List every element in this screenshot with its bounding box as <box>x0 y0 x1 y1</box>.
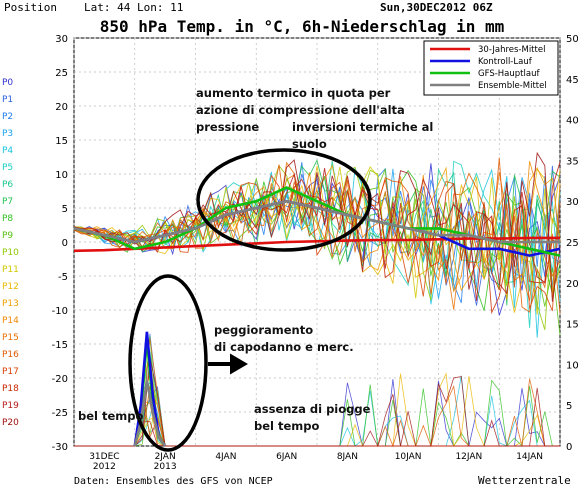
lat-lon: Lat: 44 Lon: 11 <box>84 1 183 14</box>
y-tick-label-right: 45 <box>566 75 579 86</box>
legend-label: 30-Jahres-Mittel <box>478 45 545 55</box>
y-tick-label-left: 20 <box>55 102 68 113</box>
x-tick-label: 31DEC 2012 <box>89 452 119 472</box>
position-label: Position <box>4 1 57 14</box>
data-source: Daten: Ensembles des GFS von NCEP <box>74 476 273 487</box>
member-label: P4 <box>2 146 13 156</box>
y-tick-label-left: 25 <box>55 68 68 79</box>
member-label: P12 <box>2 282 19 292</box>
y-tick-label-left: -5 <box>58 272 68 283</box>
x-tick-label: 14JAN <box>516 452 543 462</box>
y-tick-label-left: 0 <box>62 238 68 249</box>
y-tick-label-left: 30 <box>55 34 68 45</box>
member-label: P13 <box>2 299 19 309</box>
x-tick-label: 4JAN <box>215 452 236 462</box>
legend: 30-Jahres-Mittel Kontroll-Lauf GFS-Hauptla… <box>430 45 547 91</box>
x-axis: 31DEC 2012 2JAN 2013 4JAN 6JAN 8JAN 10JAN 12JAN 1… <box>89 452 543 472</box>
y-tick-label-left: 5 <box>62 204 68 215</box>
member-label: P0 <box>2 78 13 88</box>
y-tick-label-right: 50 <box>566 34 579 45</box>
arrow <box>208 353 248 375</box>
annotation-fair-left: bel tempo <box>78 409 143 423</box>
main-series <box>73 186 561 257</box>
member-label: P11 <box>2 265 19 275</box>
member-label: P20 <box>2 418 19 428</box>
y-tick-label-right: 35 <box>566 156 579 167</box>
y-tick-label-left: 10 <box>55 170 68 181</box>
member-label: P10 <box>2 248 19 258</box>
y-tick-label-left: -20 <box>52 374 68 385</box>
brand: Wetterzentrale <box>478 474 571 487</box>
x-tick-label: 6JAN <box>276 452 297 462</box>
x-tick-label: 10JAN <box>395 452 422 462</box>
member-labels: P0 P1 P2 P3 P4 P5 P6 P7 P8 P9 P10 P11 P12 P13 P14 P15 P1… <box>2 78 19 428</box>
member-temp-line <box>73 151 561 302</box>
ensemble-members <box>73 151 561 448</box>
y-tick-label-left: -10 <box>52 306 68 317</box>
y-tick-label-left: 15 <box>55 136 68 147</box>
member-label: P7 <box>2 197 13 207</box>
legend-label: Ensemble-Mittel <box>478 81 547 91</box>
member-temp-line <box>73 164 561 300</box>
legend-label: GFS-Hauptlauf <box>478 69 540 79</box>
annotation-inversions: inversioni termiche al suolo <box>292 120 437 151</box>
member-label: P5 <box>2 163 13 173</box>
y-tick-label-left: -30 <box>52 442 68 453</box>
member-label: P3 <box>2 129 13 139</box>
y-tick-label-right: 10 <box>566 360 579 371</box>
member-temp-line <box>73 160 561 292</box>
member-temp-line <box>73 169 561 311</box>
member-label: P17 <box>2 367 19 377</box>
y-tick-label-left: -15 <box>52 340 68 351</box>
annotation-worsening: peggioramento di capodanno e merc. <box>214 323 354 354</box>
member-label: P9 <box>2 231 13 241</box>
member-label: P2 <box>2 112 13 122</box>
y-tick-label-right: 15 <box>566 320 579 331</box>
member-label: P18 <box>2 384 19 394</box>
member-label: P16 <box>2 350 19 360</box>
x-tick-label: 2JAN 2013 <box>154 452 177 472</box>
annotation-warm: aumento termico in quota per azione di c… <box>196 86 409 134</box>
member-label: P15 <box>2 333 19 343</box>
y-tick-label-right: 40 <box>566 116 579 127</box>
y-tick-label-right: 0 <box>566 442 572 453</box>
y-tick-label-right: 25 <box>566 238 579 249</box>
y-tick-label-right: 20 <box>566 279 579 290</box>
member-label: P14 <box>2 316 19 326</box>
chart-title: 850 hPa Temp. in °C, 6h-Niederschlag in … <box>100 17 505 36</box>
y-tick-label-right: 30 <box>566 197 579 208</box>
member-temp-line <box>73 178 561 315</box>
series-line <box>73 199 560 244</box>
run-date: Sun,30DEC2012 06Z <box>380 1 493 14</box>
member-temp-line <box>73 161 561 310</box>
x-tick-label: 12JAN <box>455 452 482 462</box>
x-tick-label: 8JAN <box>337 452 358 462</box>
annotation-no-rain: assenza di piogge bel tempo <box>254 402 374 433</box>
precip-ellipse <box>128 274 208 452</box>
member-temp-line <box>73 157 561 314</box>
y-axis-left: 30 25 20 15 10 5 0 -5 -10 -15 -20 -25 -30 <box>52 34 68 453</box>
y-tick-label-left: -25 <box>52 408 68 419</box>
member-label: P6 <box>2 180 13 190</box>
member-label: P19 <box>2 401 19 411</box>
warm-ellipse <box>196 148 372 252</box>
member-precip-line <box>74 356 560 448</box>
y-tick-label-right: 5 <box>566 401 572 412</box>
member-label: P8 <box>2 214 13 224</box>
member-label: P1 <box>2 95 13 105</box>
legend-label: Kontroll-Lauf <box>478 57 533 67</box>
